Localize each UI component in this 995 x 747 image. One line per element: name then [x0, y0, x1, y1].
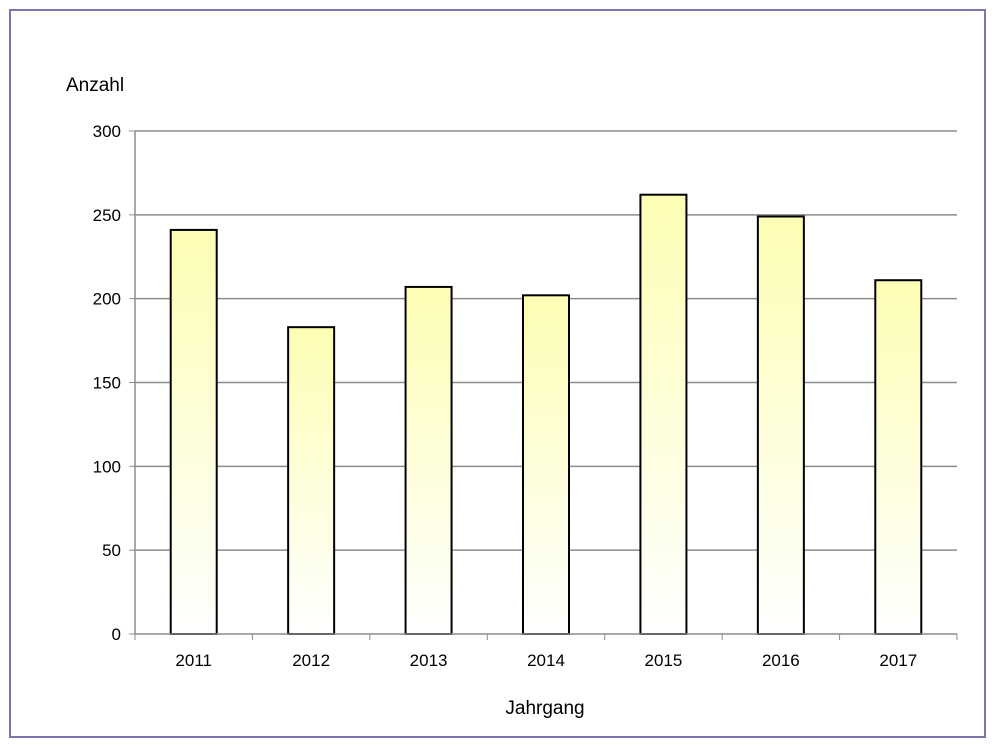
bar-2013 — [404, 285, 453, 635]
bar-2017 — [874, 279, 923, 635]
bar-2015 — [639, 193, 688, 635]
x-tick-label: 2012 — [292, 651, 330, 670]
y-tick-label: 100 — [93, 457, 121, 476]
bar-2014 — [522, 294, 570, 635]
y-tick-label: 200 — [93, 290, 121, 309]
gridlines — [135, 130, 957, 551]
x-tick-label: 2013 — [410, 651, 448, 670]
bar-2011 — [169, 228, 218, 635]
y-tick-label: 0 — [112, 625, 121, 644]
x-tick-label: 2017 — [879, 651, 917, 670]
x-tick-label: 2015 — [645, 651, 683, 670]
bar-2012 — [287, 326, 336, 635]
y-tick-label: 250 — [93, 206, 121, 225]
y-tick-label: 50 — [102, 541, 121, 560]
x-axis-title: Jahrgang — [505, 698, 584, 719]
y-tick-label: 300 — [93, 122, 121, 141]
x-tick-label: 2011 — [175, 651, 212, 670]
y-axis-title: Anzahl — [66, 75, 124, 96]
x-tick-label: 2016 — [762, 651, 800, 670]
bars — [169, 193, 923, 635]
axes: 0 50 100 150 200 250 300 2011 2012 2013 2014 2015 20… — [93, 122, 958, 670]
x-tick-label: 2014 — [527, 651, 565, 670]
y-tick-label: 150 — [93, 374, 121, 393]
bar-2016 — [756, 215, 805, 635]
